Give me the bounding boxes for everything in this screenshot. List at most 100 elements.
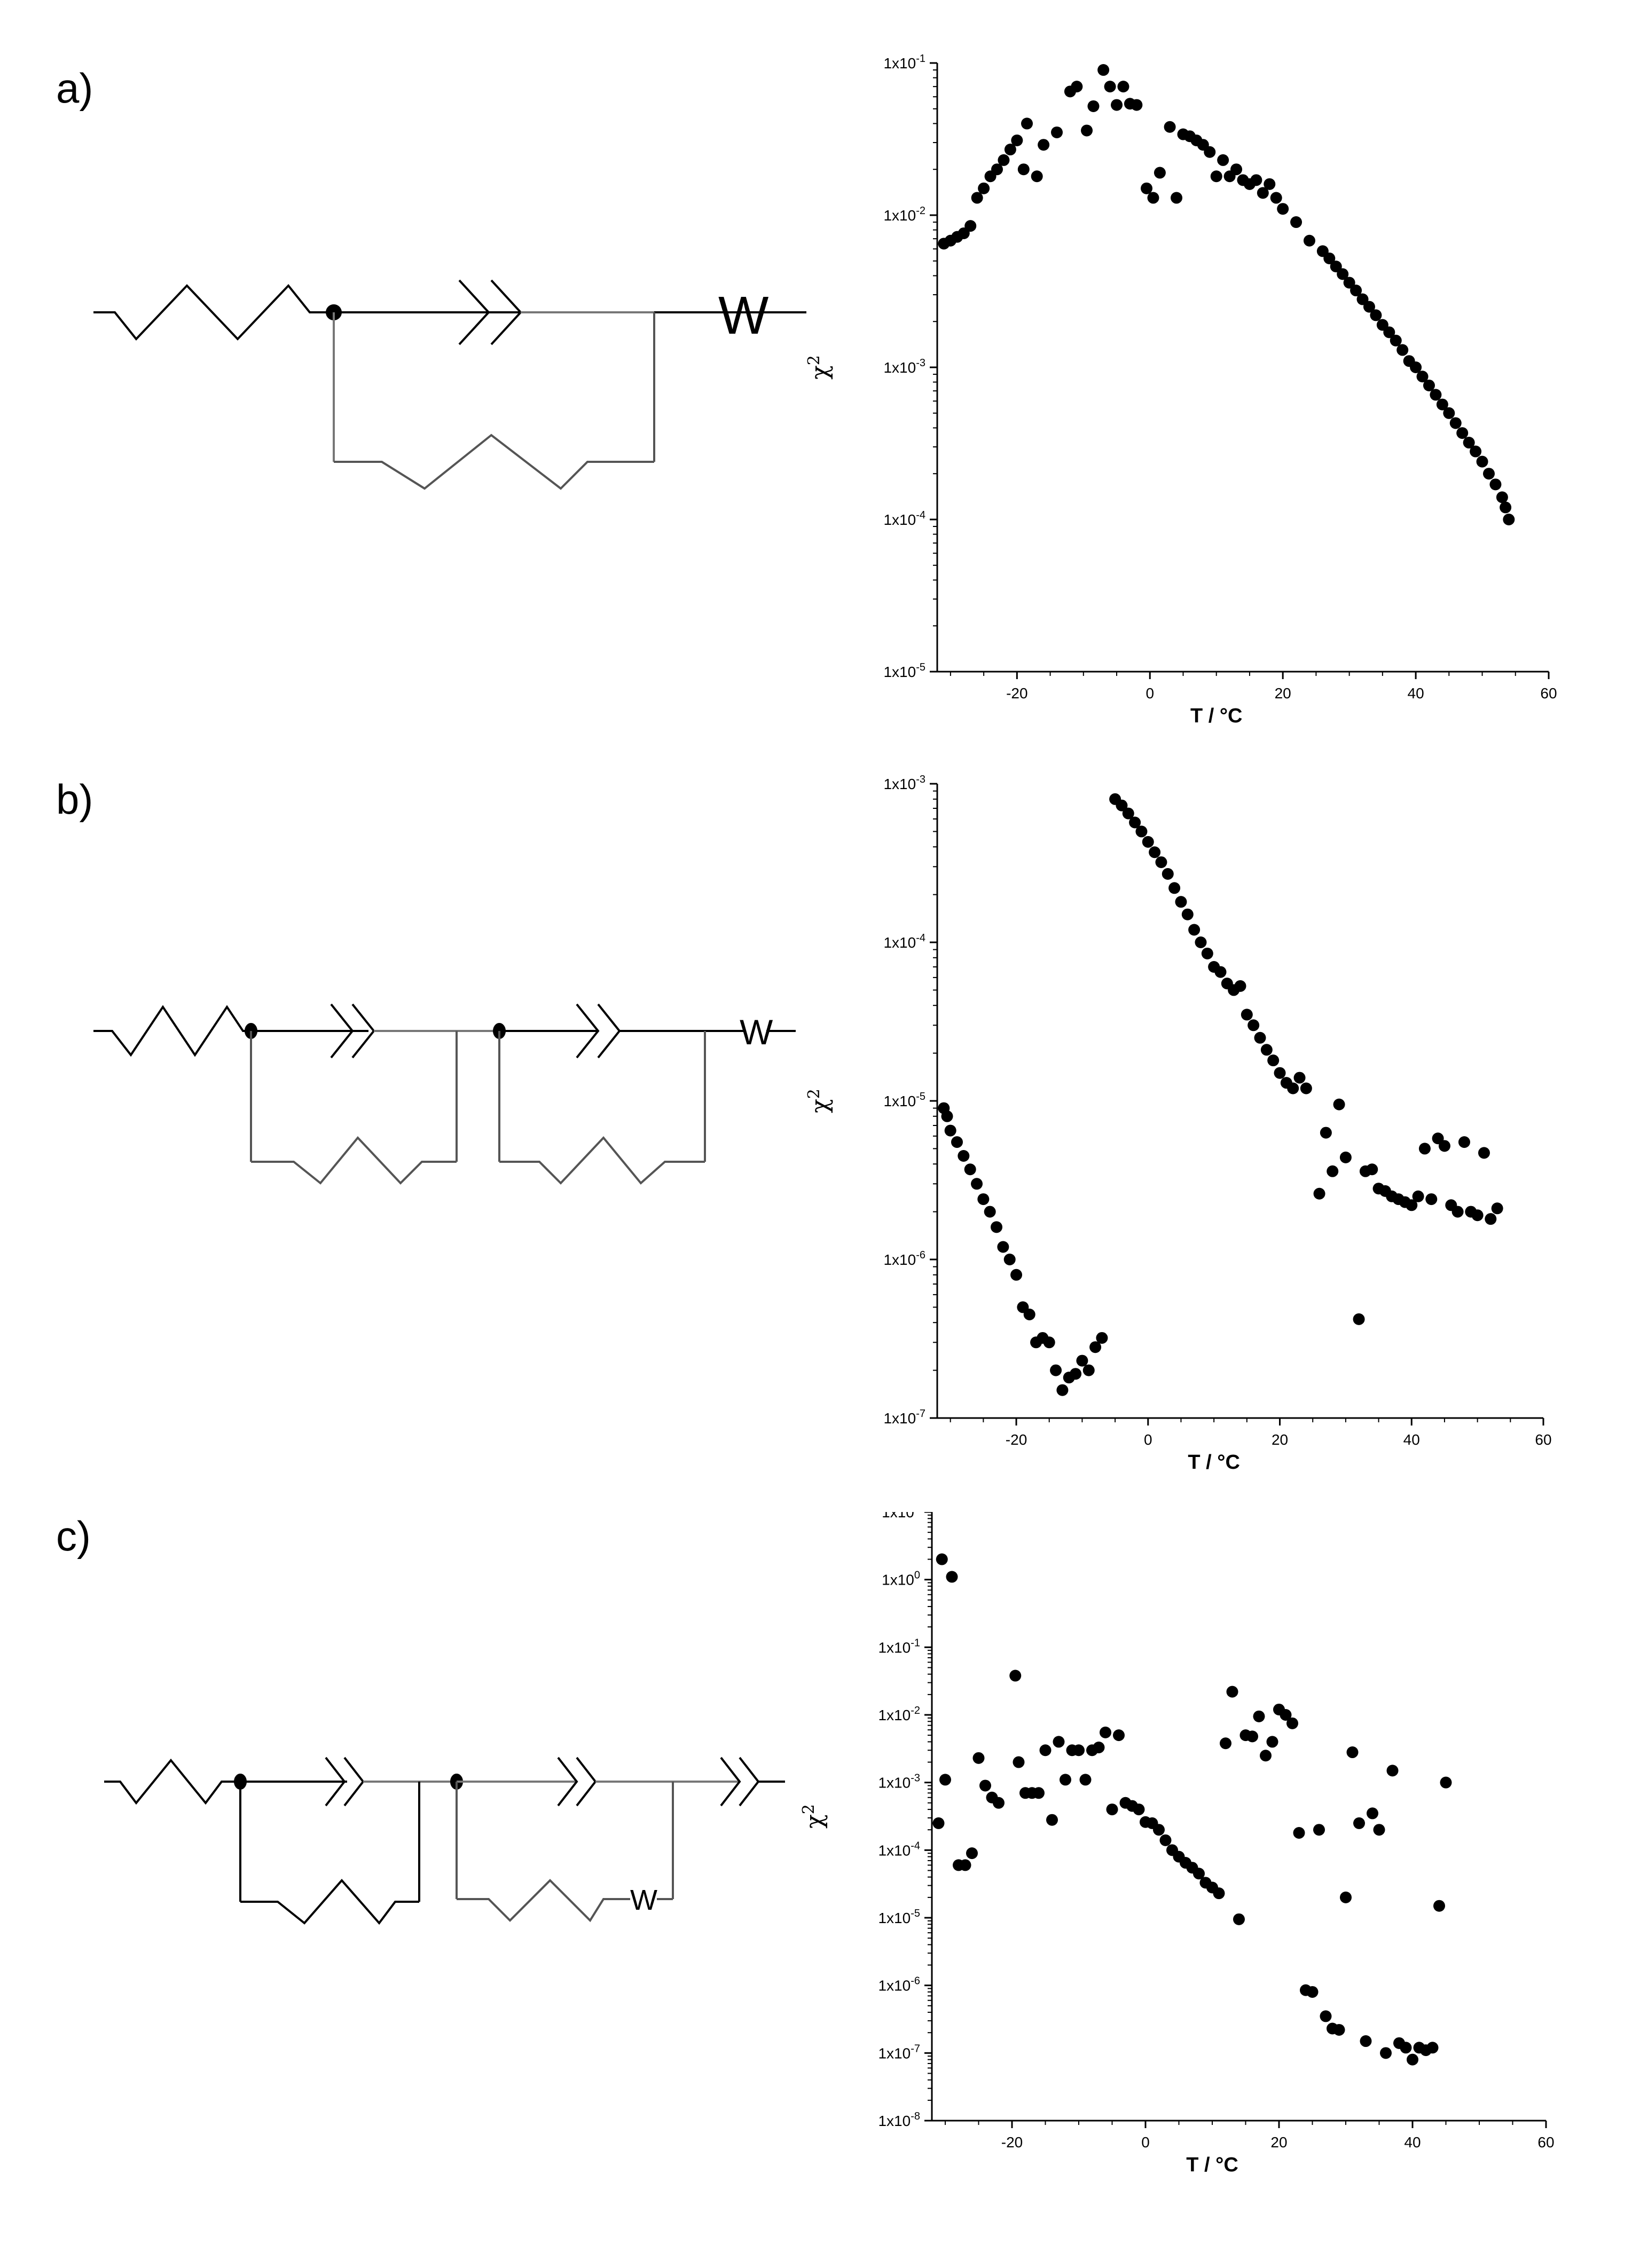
data-point [936,1553,948,1565]
chi2-plot: 1x10-8 1x10-7 1x10-6 1x10-5 1x10-4 1x10-3 1x10… [799,1512,1555,2176]
data-point [1210,170,1222,183]
data-point [1133,1804,1145,1816]
panel-a-figure: W 1x10-5 1x10-4 1x10-3 1x10-2 1x10-1 -20 0 20 40… [93,53,1557,727]
data-point [1204,146,1216,158]
data-point [1266,1736,1278,1748]
data-point [1407,2053,1418,2066]
y-tick-label: 1x10-4 [878,1840,920,1858]
data-point [1496,491,1508,503]
cpe-symbol [739,1757,760,1807]
data-point [1093,1741,1105,1753]
data-point [1458,1136,1470,1148]
data-point [1260,1044,1273,1056]
data-point [1485,1213,1497,1225]
data-point [1147,192,1159,204]
data-point [1010,1269,1023,1281]
data-point [1353,1817,1365,1829]
data-point [1350,285,1362,297]
data-point [1489,478,1502,491]
circuit-diagram: W [104,1757,785,1925]
chi2-plot: 1x10-7 1x10-6 1x10-5 1x10-4 1x10-3 -20 0 20 40 60… [805,774,1552,1474]
x-tick-label: -20 [1006,685,1027,702]
data-point [958,1149,970,1162]
data-point [1456,427,1469,439]
y-axis-title: χ2 [805,1089,834,1113]
data-point [1366,1163,1378,1176]
x-tick-label: 40 [1404,2134,1421,2151]
data-point [1412,1190,1424,1202]
data-point [1476,455,1488,468]
data-point [1491,1202,1503,1215]
x-tick-label: 60 [1535,1431,1551,1448]
data-point [1089,1341,1102,1353]
y-tick-label: 1x10-5 [883,662,925,680]
data-point [1226,1686,1238,1698]
x-axis-title: T / °C [1190,705,1243,727]
data-point [1162,868,1174,880]
data-point [1390,334,1402,346]
data-point [1277,203,1289,215]
data-point [1370,309,1382,321]
data-point [946,1571,958,1583]
cpe-symbol [576,1003,600,1059]
data-point [1267,1054,1280,1067]
x-tick-label: 40 [1408,685,1424,702]
x-axis-title: T / °C [1188,1451,1240,1474]
data-point [1503,514,1515,525]
data-point [1076,1354,1088,1367]
data-point [1470,445,1482,458]
data-point [1478,1147,1490,1159]
panel-label: c) [56,1513,91,1560]
data-point [1104,81,1116,93]
cpe-symbol [330,1003,354,1059]
x-tick-label: 0 [1141,2134,1150,2151]
data-point [1149,846,1161,859]
data-point [1327,1165,1339,1177]
data-point [978,182,990,194]
data-point [1013,1756,1025,1768]
data-point [1213,1887,1225,1900]
data-point [1346,1746,1359,1759]
y-tick-label: 1x10-1 [878,1637,920,1656]
data-point [1087,100,1100,112]
data-point [1214,966,1227,978]
data-point [1220,1737,1231,1750]
data-point [1337,268,1349,280]
data-point [1073,1744,1085,1757]
data-point [1129,816,1141,829]
data-point [1247,1019,1260,1031]
parallel-resistor [457,1879,630,1923]
parallel-resistor [499,1136,705,1185]
x-tick-label: 0 [1145,685,1154,702]
cpe-symbol [597,1003,621,1059]
y-tick-label: 1x10-7 [883,1408,925,1427]
data-point [1201,947,1213,959]
data-point [1154,167,1166,179]
x-tick-label: 60 [1540,685,1557,702]
data-point [1471,1209,1484,1222]
data-point [1017,163,1030,176]
data-point [1418,1143,1431,1155]
data-point [1430,389,1442,401]
panel-a: a) W 1x10-5 1x10-4 1x10-3 1x10-2 1x10-1 -20 0 2… [0,0,1632,756]
data-point [1449,417,1462,429]
cpe-symbol [343,1757,365,1807]
data-point [991,163,1003,176]
chi2-plot: 1x10-5 1x10-4 1x10-3 1x10-2 1x10-1 -20 0 20 40 60… [805,53,1557,727]
data-point [1193,1868,1205,1880]
x-axis-title: T / °C [1186,2154,1238,2176]
data-point [1071,81,1083,93]
data-point [1396,344,1409,356]
data-point [1023,1308,1035,1320]
data-point [1433,1900,1445,1912]
parallel-resistor [240,1878,419,1925]
data-point [1423,379,1435,391]
data-point [964,1163,976,1176]
data-point [1406,1199,1418,1211]
data-point [1043,1336,1055,1349]
cpe-symbol [557,1757,578,1807]
data-point [1264,178,1276,190]
data-point [1131,99,1143,111]
warburg-label: W [630,1884,657,1916]
circuit-diagram: W [93,1003,796,1185]
